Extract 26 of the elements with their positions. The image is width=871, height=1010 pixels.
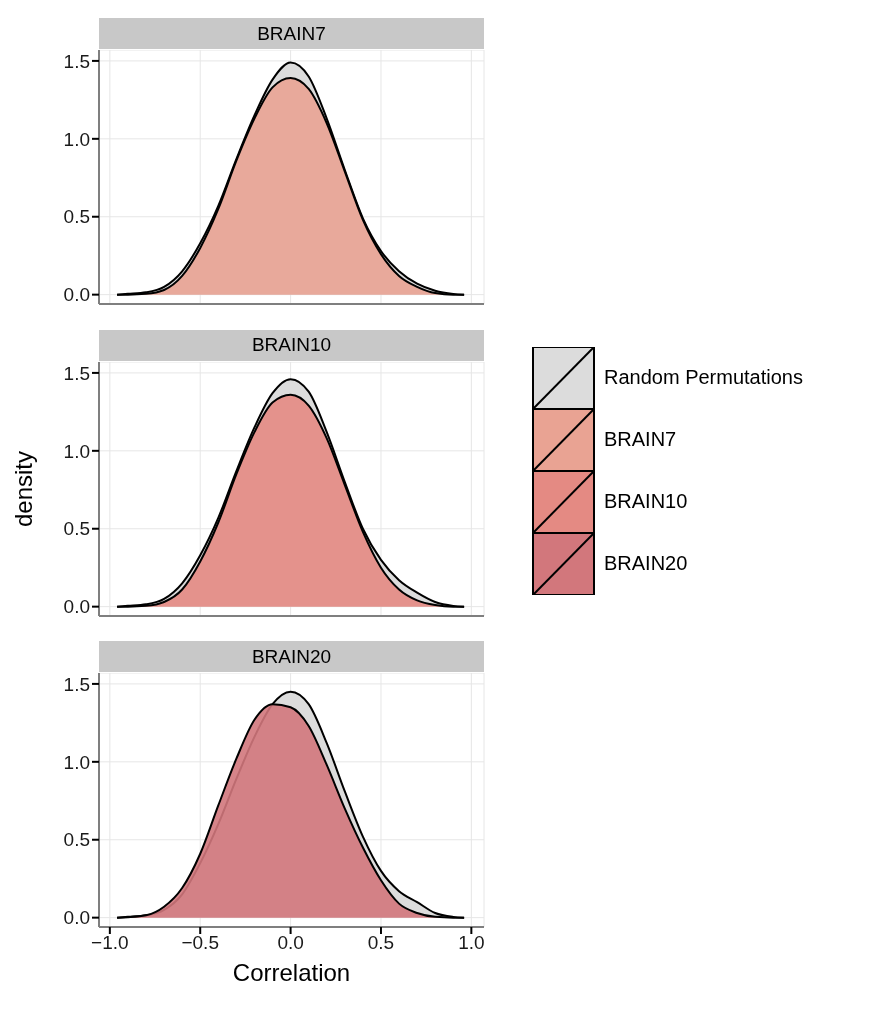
y-tick-label: 1.5	[63, 673, 90, 695]
y-tick-label: 0.5	[63, 206, 90, 228]
y-tick-label: 0.5	[63, 829, 90, 851]
y-tick-label: 1.5	[63, 362, 90, 384]
chart-title: BRAIN20	[99, 641, 484, 672]
text: Random Permutations	[604, 366, 803, 389]
chart-title: BRAIN7	[99, 18, 484, 49]
y-tick-label: 1.5	[63, 50, 90, 72]
y-tick-label: 0.0	[63, 595, 90, 617]
y-tick-label: 1.0	[63, 751, 90, 773]
text: BRAIN20	[604, 552, 688, 575]
x-tick-label: 0.0	[277, 932, 304, 954]
x-axis-title: Correlation	[231, 959, 352, 987]
x-tick-label: 0.5	[367, 932, 395, 954]
y-tick-label: 1.0	[63, 440, 90, 462]
y-tick-label: 0.0	[63, 284, 90, 306]
x-tick-label: −0.5	[181, 932, 219, 954]
chart-title: BRAIN10	[99, 329, 484, 361]
y-tick-label: 0.0	[63, 907, 90, 929]
y-axis-title: density	[10, 449, 38, 529]
text: BRAIN7	[604, 428, 677, 451]
y-tick-label: 1.0	[63, 128, 90, 150]
text: BRAIN10	[604, 490, 688, 513]
x-tick-label: −1.0	[91, 932, 129, 954]
x-tick-label: 1.0	[458, 932, 485, 954]
y-tick-label: 0.5	[63, 517, 90, 539]
